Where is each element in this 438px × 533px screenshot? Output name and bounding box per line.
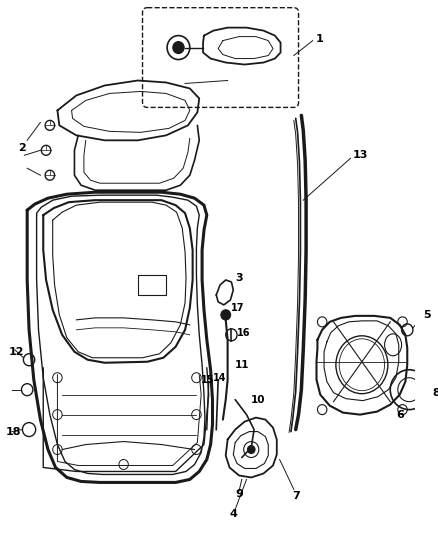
Text: 7: 7: [292, 491, 300, 502]
Text: 13: 13: [353, 150, 368, 160]
Text: 4: 4: [230, 510, 237, 519]
Text: 9: 9: [235, 489, 243, 499]
Text: 17: 17: [231, 303, 245, 313]
Text: 6: 6: [396, 410, 404, 419]
Circle shape: [221, 310, 230, 320]
Circle shape: [247, 446, 255, 454]
Text: 18: 18: [5, 426, 21, 437]
Text: 12: 12: [8, 347, 24, 357]
Text: 16: 16: [237, 328, 251, 338]
Circle shape: [173, 42, 184, 53]
Text: 11: 11: [235, 360, 250, 370]
Text: 14: 14: [213, 373, 227, 383]
Text: 1: 1: [315, 34, 323, 44]
Text: 5: 5: [424, 310, 431, 320]
Text: 8: 8: [433, 387, 438, 398]
Text: 2: 2: [18, 143, 25, 154]
Text: 3: 3: [235, 273, 243, 283]
Text: 15: 15: [201, 375, 215, 385]
Text: 10: 10: [251, 394, 266, 405]
